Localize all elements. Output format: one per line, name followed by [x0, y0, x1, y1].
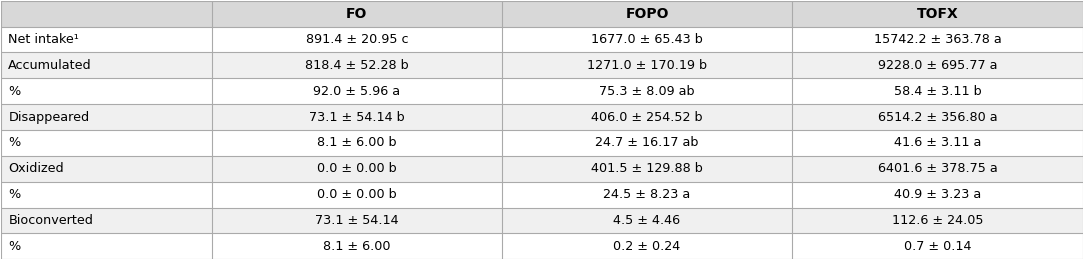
Text: 41.6 ± 3.11 a: 41.6 ± 3.11 a — [894, 136, 981, 149]
Bar — [1, 156, 1083, 182]
Bar — [1, 130, 1083, 156]
Text: 6401.6 ± 378.75 a: 6401.6 ± 378.75 a — [878, 162, 997, 175]
Bar — [1, 207, 1083, 233]
Bar — [1, 53, 1083, 78]
Text: 9228.0 ± 695.77 a: 9228.0 ± 695.77 a — [878, 59, 997, 72]
Text: 73.1 ± 54.14 b: 73.1 ± 54.14 b — [309, 110, 404, 124]
Text: 40.9 ± 3.23 a: 40.9 ± 3.23 a — [894, 188, 981, 201]
Text: 0.7 ± 0.14: 0.7 ± 0.14 — [904, 240, 971, 253]
Text: 401.5 ± 129.88 b: 401.5 ± 129.88 b — [591, 162, 702, 175]
Text: 58.4 ± 3.11 b: 58.4 ± 3.11 b — [894, 85, 982, 98]
Bar — [1, 27, 1083, 53]
Text: 8.1 ± 6.00 b: 8.1 ± 6.00 b — [317, 136, 397, 149]
Bar — [1, 182, 1083, 207]
Text: %: % — [9, 240, 21, 253]
Text: %: % — [9, 188, 21, 201]
Text: 1677.0 ± 65.43 b: 1677.0 ± 65.43 b — [591, 33, 702, 46]
Text: 75.3 ± 8.09 ab: 75.3 ± 8.09 ab — [599, 85, 695, 98]
Text: Net intake¹: Net intake¹ — [9, 33, 79, 46]
Text: FOPO: FOPO — [625, 6, 669, 21]
Text: Bioconverted: Bioconverted — [9, 214, 93, 227]
Text: Disappeared: Disappeared — [9, 110, 89, 124]
Bar — [1, 104, 1083, 130]
Text: 15742.2 ± 363.78 a: 15742.2 ± 363.78 a — [874, 33, 1002, 46]
Text: 818.4 ± 52.28 b: 818.4 ± 52.28 b — [305, 59, 409, 72]
Text: Accumulated: Accumulated — [9, 59, 92, 72]
Text: FO: FO — [346, 6, 367, 21]
Text: %: % — [9, 136, 21, 149]
Text: 6514.2 ± 356.80 a: 6514.2 ± 356.80 a — [878, 110, 997, 124]
Text: 4.5 ± 4.46: 4.5 ± 4.46 — [614, 214, 681, 227]
Text: 406.0 ± 254.52 b: 406.0 ± 254.52 b — [591, 110, 702, 124]
Text: %: % — [9, 85, 21, 98]
Text: 24.5 ± 8.23 a: 24.5 ± 8.23 a — [604, 188, 691, 201]
Text: Oxidized: Oxidized — [9, 162, 64, 175]
Text: 1271.0 ± 170.19 b: 1271.0 ± 170.19 b — [586, 59, 707, 72]
Text: 92.0 ± 5.96 a: 92.0 ± 5.96 a — [313, 85, 400, 98]
Text: TOFX: TOFX — [917, 6, 958, 21]
Text: 0.2 ± 0.24: 0.2 ± 0.24 — [614, 240, 681, 253]
Text: 73.1 ± 54.14: 73.1 ± 54.14 — [315, 214, 399, 227]
Text: 0.0 ± 0.00 b: 0.0 ± 0.00 b — [317, 162, 397, 175]
Text: 891.4 ± 20.95 c: 891.4 ± 20.95 c — [306, 33, 408, 46]
Bar — [1, 78, 1083, 104]
Bar — [1, 233, 1083, 259]
Bar — [1, 1, 1083, 27]
Text: 8.1 ± 6.00: 8.1 ± 6.00 — [323, 240, 390, 253]
Text: 24.7 ± 16.17 ab: 24.7 ± 16.17 ab — [595, 136, 699, 149]
Text: 112.6 ± 24.05: 112.6 ± 24.05 — [892, 214, 983, 227]
Text: 0.0 ± 0.00 b: 0.0 ± 0.00 b — [317, 188, 397, 201]
